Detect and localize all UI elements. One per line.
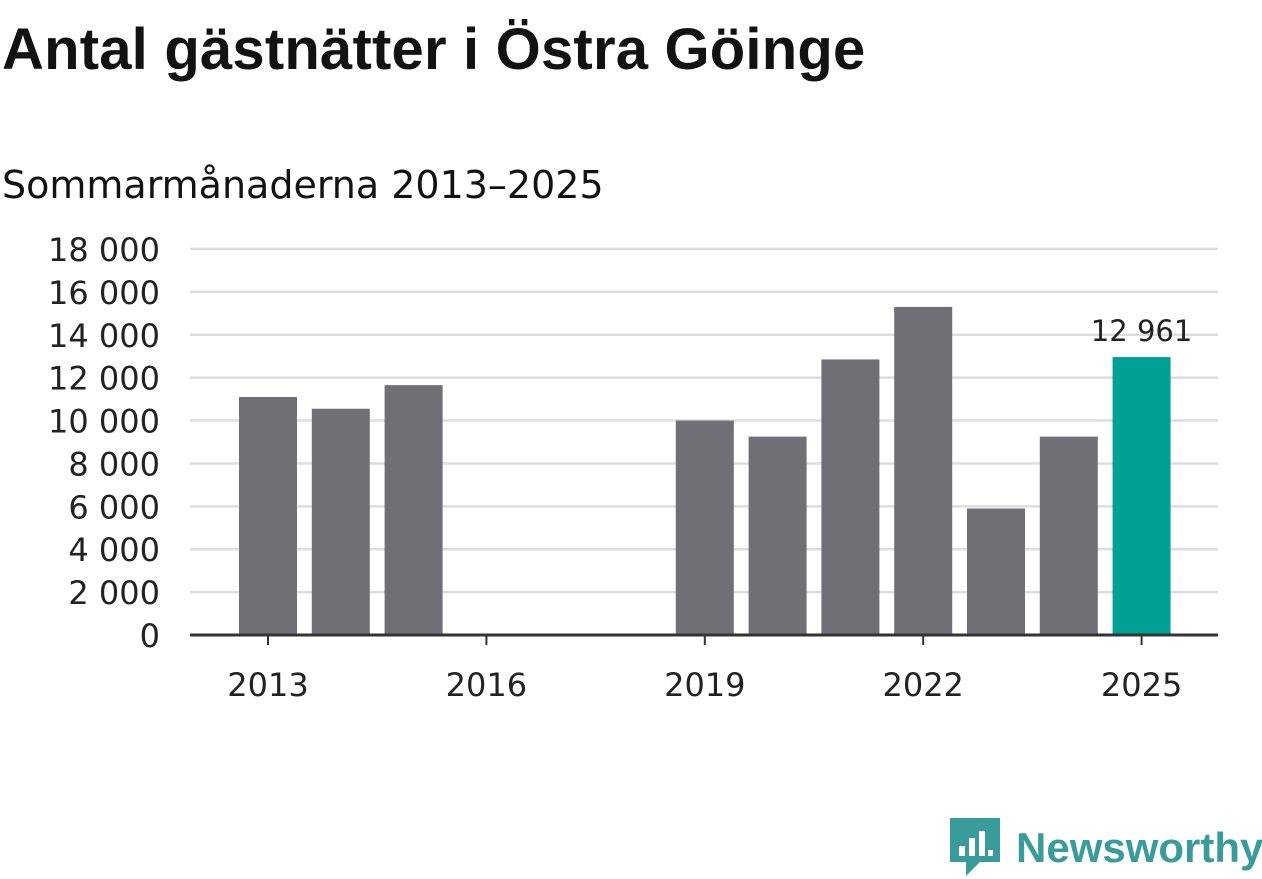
bar-2024: [1039, 436, 1098, 635]
bar-2023: [967, 508, 1025, 635]
bar-2025: [1112, 357, 1171, 635]
bar-2022: [894, 306, 953, 635]
x-tick-label: 2016: [446, 666, 527, 704]
bar-2020: [748, 436, 807, 635]
y-tick-label: 18 000: [48, 231, 160, 269]
y-tick-label: 12 000: [48, 360, 160, 398]
x-tick-label: 2013: [227, 666, 308, 704]
brand-logo: Newsworthy: [950, 818, 1262, 878]
y-tick-label: 14 000: [48, 317, 160, 355]
bar-2021: [821, 359, 880, 635]
y-tick-label: 8 000: [68, 445, 160, 483]
bar-2019: [675, 420, 734, 635]
chart-title: Antal gästnätter i Östra Göinge: [2, 17, 866, 82]
x-tick-label: 2022: [882, 666, 963, 704]
y-tick-label: 0: [140, 617, 160, 655]
bar-2015: [384, 385, 443, 635]
x-tick-label: 2019: [664, 666, 745, 704]
x-tick-label: 2025: [1101, 666, 1182, 704]
brand-name: Newsworthy: [1016, 824, 1262, 871]
chart-subtitle: Sommarmånaderna 2013–2025: [2, 163, 604, 207]
bar-2014: [311, 408, 370, 635]
y-tick-label: 4 000: [68, 531, 160, 569]
y-tick-label: 2 000: [68, 574, 160, 612]
y-tick-label: 10 000: [48, 403, 160, 441]
newsworthy-logo-icon: [950, 818, 1000, 876]
bar-2013: [239, 396, 297, 635]
data-label: 12 961: [1091, 314, 1192, 348]
y-tick-label: 16 000: [48, 274, 160, 312]
y-tick-label: 6 000: [68, 488, 160, 526]
